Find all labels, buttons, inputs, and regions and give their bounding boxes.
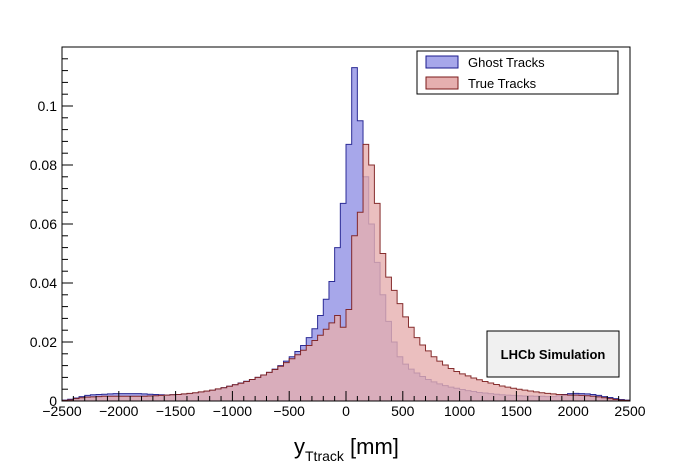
y-tick-label: 0.06: [30, 216, 57, 232]
badge-label: LHCb Simulation: [501, 347, 606, 362]
x-tick-label: −2500: [42, 403, 82, 419]
legend-label-true-tracks: True Tracks: [468, 76, 537, 91]
x-axis-title-main: y: [294, 434, 305, 459]
legend: Ghost Tracks True Tracks: [416, 50, 619, 95]
legend-label-ghost-tracks: Ghost Tracks: [468, 55, 545, 70]
y-tick-label: 0.02: [30, 334, 57, 350]
series-true-tracks: [61, 143, 631, 402]
x-tick-label: 500: [391, 403, 415, 419]
x-tick-label: 2500: [614, 403, 645, 419]
legend-swatch-ghost-tracks: [425, 55, 459, 69]
y-axis: 0 0.02 0.04 0.06 0.08 0.1: [30, 58, 73, 409]
x-tick-label: 2000: [558, 403, 589, 419]
x-tick-label: 1000: [444, 403, 475, 419]
y-tick-label: 0.1: [38, 98, 58, 114]
badge-box: [486, 330, 620, 378]
x-tick-label: 0: [342, 403, 350, 419]
x-tick-label: 1500: [501, 403, 532, 419]
x-tick-label: −2000: [99, 403, 139, 419]
y-tick-label: 0: [49, 393, 57, 409]
legend-swatch-true-tracks: [425, 76, 459, 90]
x-axis: −2500 −2000 −1500 −1000 −500 0 500 1000 1500 2000…: [42, 391, 646, 419]
y-tick-label: 0.08: [30, 157, 57, 173]
x-axis-title-unit: [mm]: [344, 434, 399, 459]
y-tick-label: 0.04: [30, 275, 57, 291]
x-tick-label: −1000: [213, 403, 253, 419]
x-axis-title-subscript: Ttrack: [305, 448, 345, 464]
series-layer: [61, 67, 631, 402]
lhcb-simulation-badge: LHCb Simulation: [486, 330, 620, 378]
x-axis-title: yTtrack [mm]: [294, 434, 399, 464]
x-tick-label: −1500: [156, 403, 196, 419]
x-tick-label: −500: [273, 403, 305, 419]
